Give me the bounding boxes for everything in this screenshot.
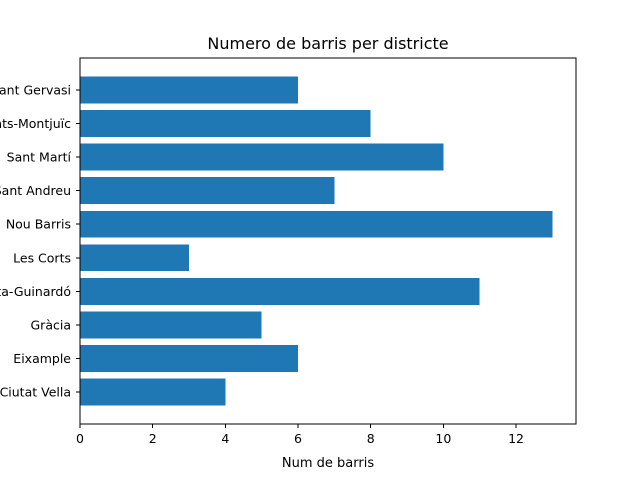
x-tick-label: 0 (76, 431, 84, 446)
plot-frame (79, 57, 577, 425)
bar (80, 143, 444, 171)
y-tick-label: Eixample (13, 351, 71, 366)
y-tick-label: Gràcia (31, 317, 72, 332)
y-tick-label: Sant Andreu (0, 183, 71, 198)
x-tick-label: 2 (149, 431, 157, 446)
bar (80, 244, 190, 272)
bar (80, 210, 553, 238)
y-tick-label: Sants-Montjuïc (0, 116, 71, 131)
x-tick-label: 8 (367, 431, 375, 446)
bar (80, 177, 335, 205)
bar (80, 311, 262, 339)
y-tick-label: Nou Barris (6, 217, 71, 232)
x-tick-label: 6 (294, 431, 302, 446)
y-ticks-group: Ciutat Vella Eixample Gràcia Horta-Guinardó… (0, 82, 80, 400)
x-tick-label: 12 (508, 431, 524, 446)
x-tick-label: 4 (221, 431, 229, 446)
bar (80, 345, 299, 372)
y-tick-label: Sant Martí (7, 150, 72, 165)
x-ticks-group: 0 2 4 6 8 10 12 (76, 424, 524, 446)
bar (80, 76, 299, 104)
bar (80, 378, 226, 406)
y-tick-label: Les Corts (13, 250, 71, 265)
x-axis-label: Num de barris (282, 456, 374, 471)
y-tick-label: Sarrià-Sant Gervasi (0, 82, 71, 97)
y-tick-label: Horta-Guinardó (0, 284, 71, 299)
bar (80, 277, 480, 305)
chart-title: Numero de barris per districte (207, 34, 448, 53)
x-tick-label: 10 (435, 431, 451, 446)
bars-group (80, 76, 553, 406)
y-tick-label: Ciutat Vella (0, 385, 71, 400)
bar (80, 110, 371, 137)
